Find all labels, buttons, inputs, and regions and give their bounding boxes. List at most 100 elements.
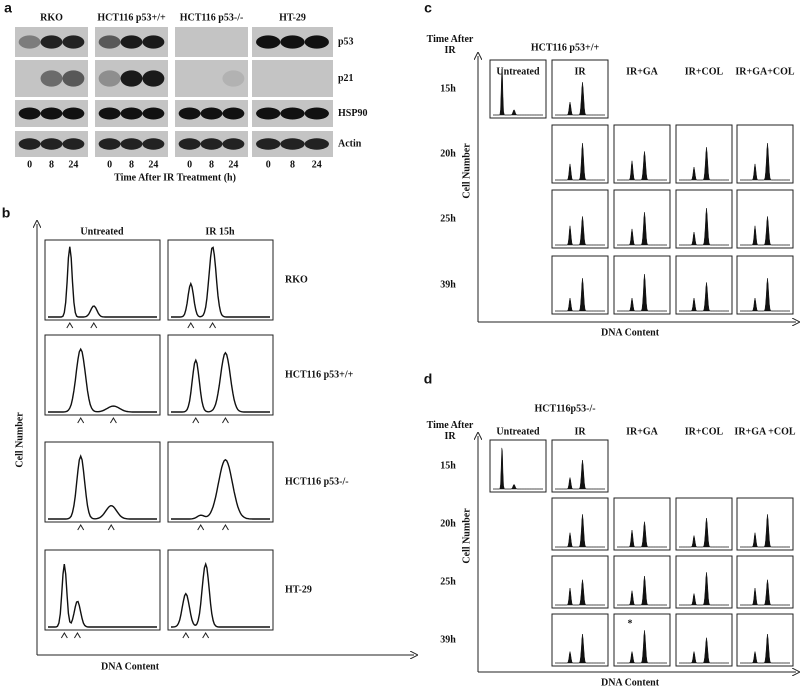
histogram bbox=[493, 447, 543, 490]
column-header: IR bbox=[574, 426, 586, 437]
column-header: Untreated bbox=[496, 66, 540, 77]
blot-band bbox=[222, 70, 245, 87]
histogram-frame bbox=[44, 441, 161, 523]
histogram-frame bbox=[551, 255, 609, 315]
histogram bbox=[617, 274, 667, 312]
peak-marker bbox=[222, 524, 229, 531]
histogram bbox=[48, 454, 157, 520]
cell-line-label: HCT116 p53-/- bbox=[180, 12, 244, 23]
histogram-frame bbox=[736, 255, 794, 315]
column-header: Untreated bbox=[496, 426, 540, 437]
blot-band bbox=[98, 107, 121, 120]
blot-band bbox=[98, 35, 121, 49]
histogram bbox=[679, 637, 729, 664]
blot-band bbox=[142, 107, 165, 120]
blot-band bbox=[256, 107, 281, 120]
protein-label: HSP90 bbox=[338, 108, 367, 119]
blot-band bbox=[18, 107, 41, 120]
column-header: IR bbox=[574, 66, 586, 77]
blot-band bbox=[178, 138, 201, 150]
timepoint-label: 0 bbox=[266, 159, 271, 170]
timepoint-label: 8 bbox=[49, 159, 54, 170]
histogram bbox=[555, 579, 605, 606]
row-label: 39h bbox=[440, 279, 456, 290]
histogram bbox=[679, 208, 729, 246]
histogram bbox=[555, 143, 605, 181]
histogram-frame bbox=[736, 124, 794, 184]
histogram bbox=[555, 216, 605, 246]
blot-band bbox=[120, 138, 143, 150]
histogram bbox=[617, 151, 667, 181]
blot-band bbox=[120, 107, 143, 120]
timepoint-label: 24 bbox=[148, 159, 158, 170]
timepoint-label: 8 bbox=[129, 159, 134, 170]
histogram-frame bbox=[551, 439, 609, 493]
peak-marker bbox=[182, 632, 190, 639]
row-label: HCT116 p53-/- bbox=[285, 476, 349, 487]
protein-label: p21 bbox=[338, 73, 354, 84]
blot-band bbox=[62, 35, 85, 49]
blot-band bbox=[280, 35, 305, 49]
peak-marker bbox=[187, 322, 195, 329]
x-axis-label: Time After IR Treatment (h) bbox=[114, 172, 236, 183]
histogram-frame bbox=[613, 124, 671, 184]
blot-band bbox=[222, 107, 245, 120]
blot-strip bbox=[175, 60, 248, 97]
histogram bbox=[617, 521, 667, 548]
corner-label: Time After IR bbox=[426, 420, 474, 442]
histogram bbox=[48, 564, 157, 628]
histogram bbox=[679, 147, 729, 181]
blot-band bbox=[256, 138, 281, 150]
blot-band bbox=[280, 138, 305, 150]
row-label: 15h bbox=[440, 83, 456, 94]
annotation: * bbox=[628, 618, 633, 629]
histogram-frame bbox=[613, 497, 671, 551]
histogram-frame bbox=[551, 189, 609, 249]
histogram-frame bbox=[551, 613, 609, 667]
histogram-frame bbox=[489, 59, 547, 119]
histogram-frame bbox=[613, 189, 671, 249]
histogram-frame bbox=[736, 555, 794, 609]
blot-band bbox=[304, 107, 329, 120]
cell-line-label: HCT116 p53+/+ bbox=[97, 12, 166, 23]
histogram bbox=[617, 630, 667, 664]
histogram bbox=[555, 514, 605, 548]
histogram-frame bbox=[44, 549, 161, 631]
histogram bbox=[493, 68, 543, 116]
row-label: 25h bbox=[440, 213, 456, 224]
histogram bbox=[555, 82, 605, 116]
histogram-frame bbox=[675, 189, 733, 249]
blot-band bbox=[62, 70, 85, 87]
blot-band bbox=[178, 107, 201, 120]
blot-band bbox=[18, 35, 41, 49]
peak-marker bbox=[202, 632, 210, 639]
timepoint-label: 8 bbox=[290, 159, 295, 170]
x-axis-label: DNA Content bbox=[601, 677, 660, 688]
histogram bbox=[555, 633, 605, 664]
histogram-frame bbox=[167, 549, 274, 631]
blot-band bbox=[256, 35, 281, 49]
histogram-frame bbox=[613, 255, 671, 315]
column-header: IR+COL bbox=[685, 66, 724, 77]
peak-marker bbox=[77, 524, 85, 531]
histogram bbox=[617, 575, 667, 606]
histogram-frame bbox=[167, 239, 274, 321]
peak-marker bbox=[192, 417, 200, 424]
blot-band bbox=[120, 35, 143, 49]
panel-label: b bbox=[2, 205, 11, 221]
y-axis-label: Cell Number bbox=[14, 412, 25, 468]
column-header: IR+GA bbox=[626, 66, 659, 77]
histogram bbox=[48, 347, 157, 413]
y-axis-label: Cell Number bbox=[461, 143, 472, 199]
histogram-frame bbox=[736, 497, 794, 551]
cell-line-label: RKO bbox=[40, 12, 63, 23]
peak-marker bbox=[77, 417, 85, 424]
histogram-frame bbox=[489, 439, 547, 493]
timepoint-label: 24 bbox=[228, 159, 238, 170]
column-header: IR+GA bbox=[626, 426, 659, 437]
histogram-frame bbox=[551, 555, 609, 609]
histogram bbox=[171, 458, 270, 520]
histogram bbox=[679, 517, 729, 548]
